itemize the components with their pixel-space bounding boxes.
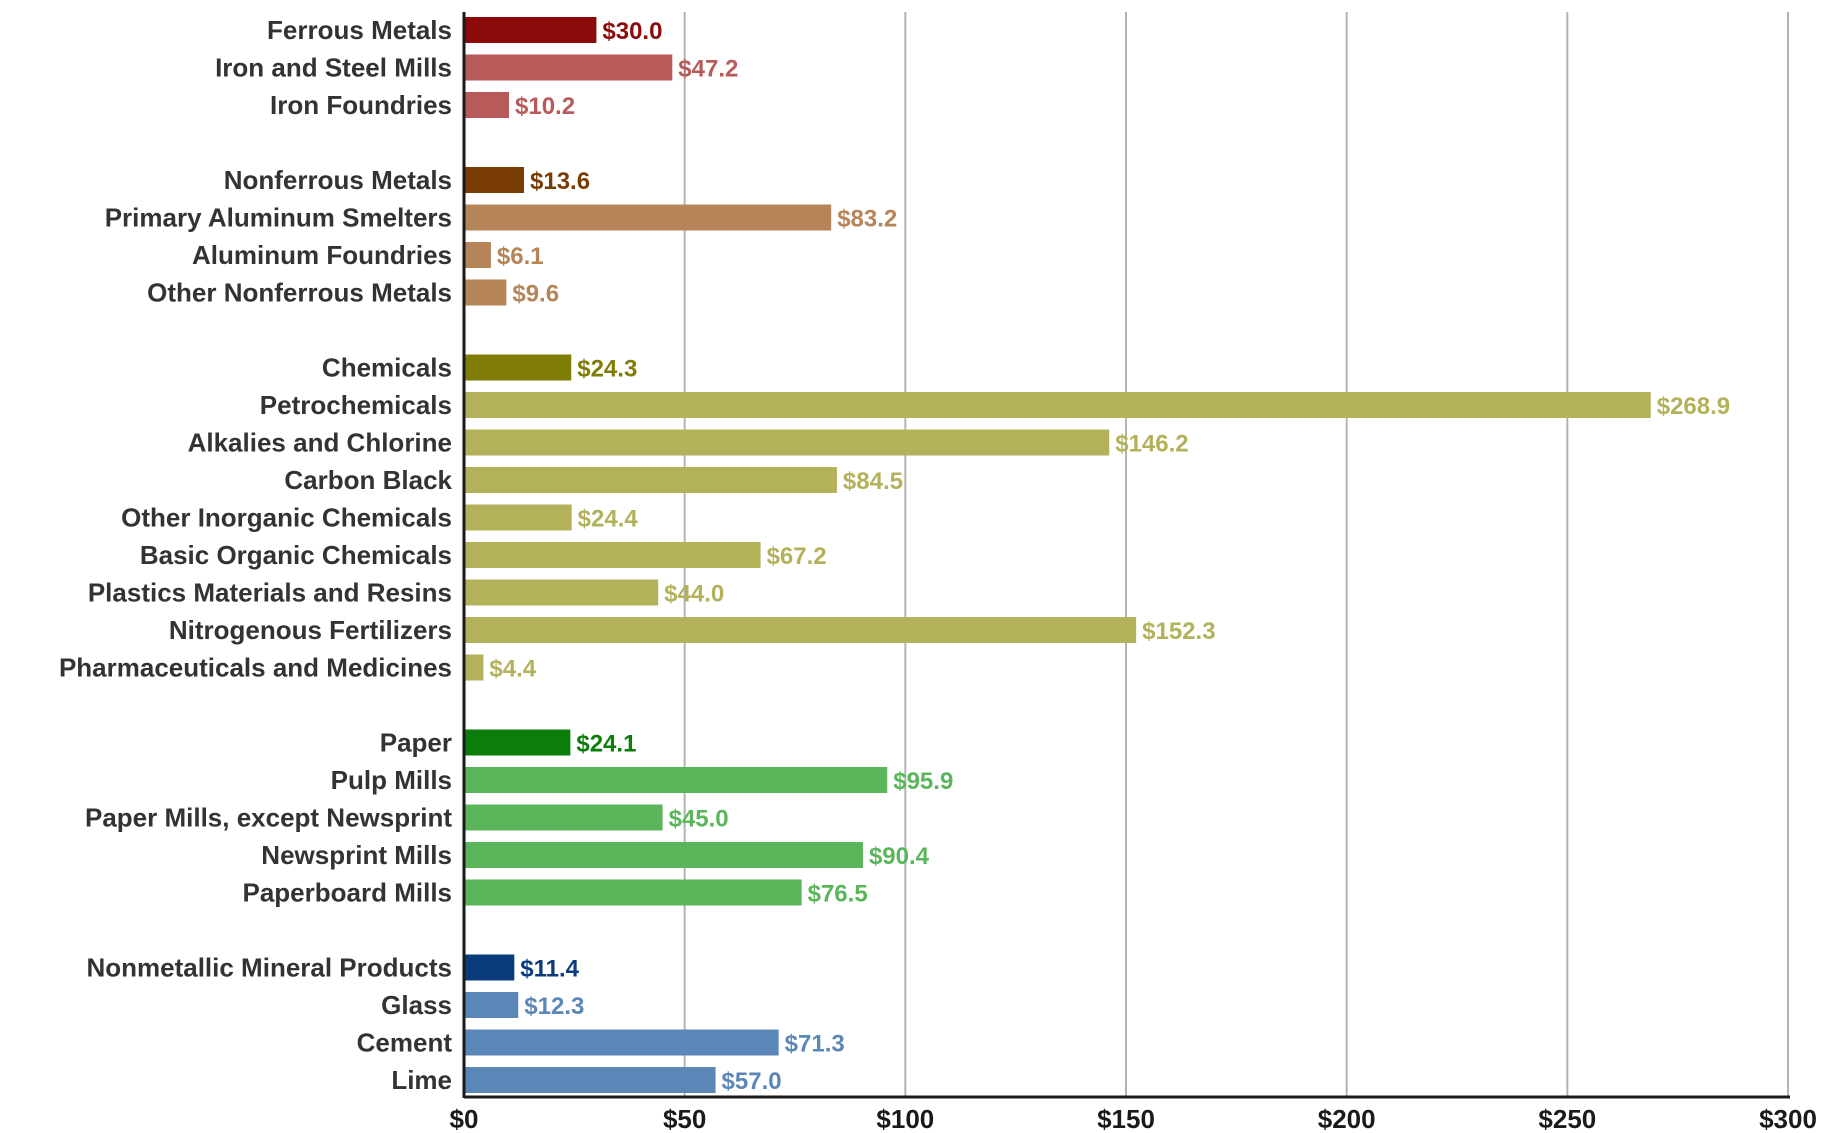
category-label-iron-and-steel-mills: Iron and Steel Mills [215, 53, 452, 83]
category-label-alkalies-and-chlorine: Alkalies and Chlorine [188, 428, 452, 458]
gridlines [683, 12, 1789, 1097]
bar-pulp-mills [464, 767, 888, 793]
category-label-pulp-mills: Pulp Mills [331, 765, 452, 795]
bar-newsprint-mills [464, 842, 863, 868]
bar-nonferrous-metals [464, 167, 525, 193]
value-label-lime: $57.0 [722, 1068, 782, 1095]
x-tick-label-150: $150 [1097, 1104, 1155, 1133]
value-label-plastics-materials-and-resins: $44.0 [664, 581, 724, 608]
x-tick-label-200: $200 [1318, 1104, 1376, 1133]
category-label-paper-mills-except-newsprint: Paper Mills, except Newsprint [85, 803, 452, 833]
bar-iron-and-steel-mills [464, 54, 673, 81]
value-label-ferrous-metals: $30.0 [602, 18, 662, 45]
value-label-primary-aluminum-smelters: $83.2 [837, 206, 897, 233]
bar-iron-foundries [464, 92, 510, 118]
labels: Ferrous Metals $30.0 Iron and Steel Mills $… [59, 15, 1730, 1095]
category-label-petrochemicals: Petrochemicals [260, 390, 452, 420]
category-label-ferrous-metals: Ferrous Metals [267, 15, 452, 45]
category-label-other-nonferrous-metals: Other Nonferrous Metals [147, 278, 452, 308]
x-tick-label-0: $0 [450, 1104, 479, 1133]
category-label-other-inorganic-chemicals: Other Inorganic Chemicals [121, 503, 452, 533]
bar-basic-organic-chemicals [464, 542, 761, 568]
bar-carbon-black [464, 467, 837, 493]
bar-pharmaceuticals-and-medicines [464, 654, 484, 681]
bar-paperboard-mills [464, 879, 802, 906]
bar-paper-mills-except-newsprint [464, 804, 663, 831]
value-label-cement: $71.3 [785, 1031, 845, 1058]
category-label-lime: Lime [391, 1065, 452, 1095]
category-label-paperboard-mills: Paperboard Mills [243, 878, 453, 908]
value-label-iron-and-steel-mills: $47.2 [678, 56, 738, 83]
bar-petrochemicals [464, 392, 1651, 418]
x-tick-label-300: $300 [1759, 1104, 1817, 1133]
value-label-nonferrous-metals: $13.6 [530, 168, 590, 195]
category-label-glass: Glass [381, 990, 452, 1020]
bar-cement [464, 1029, 779, 1056]
category-label-cement: Cement [357, 1028, 453, 1058]
category-label-nonferrous-metals: Nonferrous Metals [224, 165, 452, 195]
category-label-plastics-materials-and-resins: Plastics Materials and Resins [88, 578, 452, 608]
bar-alkalies-and-chlorine [464, 429, 1110, 456]
bar-chemicals [464, 354, 572, 381]
bar-plastics-materials-and-resins [464, 579, 659, 606]
bar-ferrous-metals [464, 17, 597, 43]
value-label-iron-foundries: $10.2 [515, 93, 575, 120]
category-label-pharmaceuticals-and-medicines: Pharmaceuticals and Medicines [59, 653, 452, 683]
category-label-aluminum-foundries: Aluminum Foundries [192, 240, 452, 270]
value-label-paper-mills-except-newsprint: $45.0 [669, 806, 729, 833]
category-label-basic-organic-chemicals: Basic Organic Chemicals [140, 540, 452, 570]
value-label-aluminum-foundries: $6.1 [497, 243, 544, 270]
bar-glass [464, 992, 519, 1018]
value-label-newsprint-mills: $90.4 [869, 843, 930, 870]
value-label-paper: $24.1 [576, 731, 636, 758]
bar-nitrogenous-fertilizers [464, 617, 1137, 643]
category-label-nitrogenous-fertilizers: Nitrogenous Fertilizers [169, 615, 452, 645]
x-tick-label-250: $250 [1538, 1104, 1596, 1133]
x-tick-label-100: $100 [876, 1104, 934, 1133]
category-label-iron-foundries: Iron Foundries [270, 90, 452, 120]
category-label-paper: Paper [380, 728, 452, 758]
bars [464, 17, 1651, 1093]
axes: $0 $50 $100 $150 $200 $250 $300 [450, 12, 1817, 1133]
category-label-primary-aluminum-smelters: Primary Aluminum Smelters [105, 203, 452, 233]
bar-other-nonferrous-metals [464, 279, 507, 306]
value-label-other-nonferrous-metals: $9.6 [512, 281, 559, 308]
value-label-alkalies-and-chlorine: $146.2 [1115, 431, 1188, 458]
value-label-basic-organic-chemicals: $67.2 [767, 543, 827, 570]
value-label-other-inorganic-chemicals: $24.4 [578, 506, 639, 533]
category-label-newsprint-mills: Newsprint Mills [261, 840, 452, 870]
value-label-pulp-mills: $95.9 [893, 768, 953, 795]
value-label-petrochemicals: $268.9 [1657, 393, 1730, 420]
bar-paper [464, 729, 571, 756]
bar-nonmetallic-mineral-products [464, 954, 515, 981]
bar-other-inorganic-chemicals [464, 504, 572, 531]
value-label-nonmetallic-mineral-products: $11.4 [520, 956, 579, 983]
bar-primary-aluminum-smelters [464, 204, 832, 231]
category-label-carbon-black: Carbon Black [284, 465, 452, 495]
value-label-paperboard-mills: $76.5 [808, 881, 868, 908]
value-label-pharmaceuticals-and-medicines: $4.4 [489, 656, 536, 683]
bar-aluminum-foundries [464, 242, 491, 268]
bar-lime [464, 1067, 716, 1093]
value-label-nitrogenous-fertilizers: $152.3 [1142, 618, 1215, 645]
value-label-glass: $12.3 [524, 993, 584, 1020]
category-label-nonmetallic-mineral-products: Nonmetallic Mineral Products [86, 953, 452, 983]
x-tick-label-50: $50 [663, 1104, 706, 1133]
value-label-carbon-black: $84.5 [843, 468, 903, 495]
category-label-chemicals: Chemicals [322, 353, 452, 383]
value-label-chemicals: $24.3 [577, 356, 637, 383]
